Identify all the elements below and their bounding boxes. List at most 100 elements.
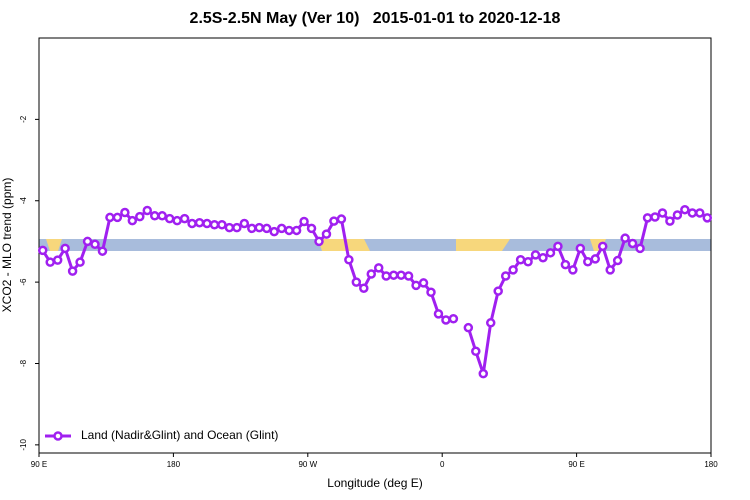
x-tick-label: 90 E	[568, 460, 584, 469]
data-point	[702, 213, 713, 223]
plot-frame	[38, 37, 712, 454]
data-point	[52, 255, 63, 265]
data-point	[269, 226, 279, 237]
data-point	[426, 287, 436, 298]
data-point	[127, 215, 138, 226]
data-point	[485, 318, 496, 328]
data-point	[239, 218, 250, 229]
data-point	[97, 246, 108, 256]
data-point	[381, 271, 391, 281]
data-point	[366, 269, 377, 279]
data-point	[90, 239, 100, 250]
data-point	[314, 236, 324, 247]
land-patch	[318, 239, 370, 251]
data-point	[403, 271, 414, 281]
data-point	[463, 322, 474, 333]
data-point	[276, 223, 287, 234]
data-point	[553, 241, 563, 252]
data-point	[164, 213, 175, 224]
data-point	[75, 257, 85, 267]
data-point	[217, 220, 227, 230]
data-point	[247, 223, 257, 234]
data-point	[650, 212, 660, 222]
x-tick-label: 180	[704, 460, 718, 469]
data-point	[329, 216, 339, 226]
data-point	[695, 208, 705, 218]
data-point	[583, 257, 593, 267]
data-point	[612, 255, 623, 266]
data-point	[149, 211, 160, 221]
data-point	[508, 265, 518, 275]
y-tick-label: -8	[19, 359, 28, 367]
data-point	[344, 254, 354, 265]
land-patch	[456, 239, 510, 251]
y-tick-label: -10	[19, 439, 28, 451]
x-axis-label: Longitude (deg E)	[327, 476, 422, 490]
data-point	[418, 278, 429, 288]
y-tick-label: -6	[19, 278, 28, 286]
data-point	[680, 204, 690, 215]
data-line	[466, 207, 709, 375]
surface-strip	[39, 239, 711, 251]
data-point	[209, 220, 220, 230]
data-point	[478, 368, 489, 379]
data-point	[261, 223, 272, 234]
data-point	[224, 222, 235, 233]
data-point	[82, 236, 93, 247]
data-point	[411, 280, 421, 291]
data-point	[187, 218, 197, 229]
data-point	[597, 241, 608, 252]
data-point	[515, 254, 526, 265]
legend-label: Land (Nadir&Glint) and Ocean (Glint)	[81, 428, 278, 442]
data-point	[560, 259, 571, 270]
data-point	[620, 233, 630, 243]
data-point	[373, 263, 384, 273]
data-point	[672, 210, 683, 220]
y-axis-label: XCO2 - MLO trend (ppm)	[0, 178, 14, 313]
data-point	[590, 254, 601, 264]
data-point	[538, 252, 548, 263]
data-point	[605, 265, 615, 275]
x-tick-label: 90 W	[298, 460, 317, 469]
data-point	[60, 243, 70, 254]
data-point	[254, 222, 265, 233]
data-point	[135, 211, 145, 222]
data-point	[321, 229, 332, 239]
data-point	[523, 257, 533, 267]
data-point	[67, 266, 78, 276]
data-point	[530, 250, 541, 260]
data-point	[172, 215, 182, 226]
data-point	[202, 218, 212, 229]
data-point	[351, 277, 362, 287]
data-point	[627, 238, 638, 249]
x-tick-label: 90 E	[31, 460, 47, 469]
data-point	[120, 207, 130, 218]
data-point	[45, 257, 55, 267]
data-point	[396, 270, 406, 280]
data-point	[545, 248, 556, 258]
data-point	[388, 270, 399, 280]
data-point	[105, 212, 115, 223]
data-point	[359, 283, 369, 293]
data-point	[441, 315, 451, 325]
data-point	[433, 309, 444, 319]
data-point	[299, 216, 309, 227]
data-point	[568, 265, 578, 275]
data-point	[306, 223, 317, 234]
data-point	[284, 225, 294, 236]
data-point	[448, 313, 459, 324]
x-tick-label: 0	[440, 460, 445, 469]
y-tick-label: -4	[19, 197, 28, 205]
data-point	[665, 216, 675, 226]
ocean-strip	[39, 239, 711, 251]
data-point	[37, 245, 48, 256]
chart-title: 2.5S-2.5N May (Ver 10) 2015-01-01 to 202…	[190, 10, 561, 27]
land-patch	[46, 239, 62, 251]
legend-marker	[53, 431, 63, 441]
data-point	[232, 222, 242, 233]
data-point	[642, 213, 653, 223]
data-point	[194, 217, 205, 228]
data-point	[500, 271, 511, 281]
data-point	[657, 208, 668, 218]
